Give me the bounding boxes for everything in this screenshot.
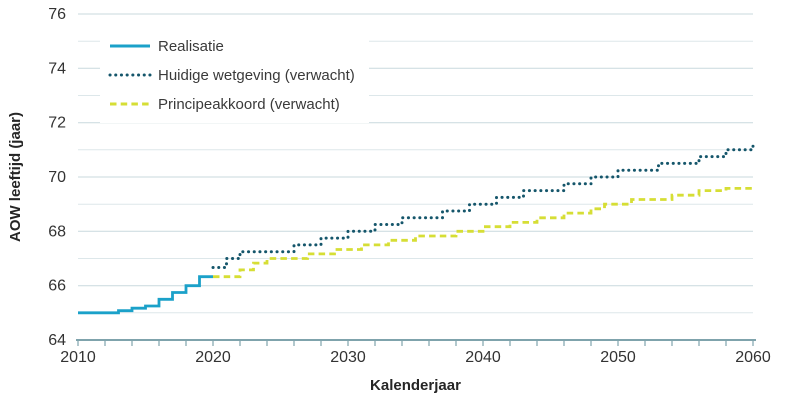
legend-swatch-huidige-wetgeving [108,73,152,77]
y-tick-label: 66 [48,278,66,295]
legend: Realisatie Huidige wetgeving (verwacht) … [100,30,369,123]
y-tick-label: 74 [48,60,66,77]
x-tick-label: 2010 [60,349,96,366]
x-tick-label: 2050 [600,349,636,366]
x-tick-label: 2020 [195,349,231,366]
y-tick-label: 76 [48,6,66,23]
y-tick-label: 72 [48,115,66,132]
principeakkoord-line [213,187,753,279]
legend-item-principeakkoord: Principeakkoord (verwacht) [108,94,355,114]
legend-swatch-principeakkoord [110,102,150,106]
legend-swatch-realisatie [110,44,150,48]
legend-item-realisatie: Realisatie [108,36,355,56]
x-tick-label: 2030 [330,349,366,366]
y-axis-title: AOW leeftijd (jaar) [7,112,24,243]
legend-item-huidige-wetgeving: Huidige wetgeving (verwacht) [108,65,355,85]
x-tick-label: 2040 [465,349,501,366]
legend-label-realisatie: Realisatie [158,37,224,55]
huidige-wetgeving-line [211,141,755,269]
x-axis-title: Kalenderjaar [370,377,461,394]
series [78,141,755,315]
y-axis: 64 66 68 70 72 74 76 [48,6,66,349]
legend-label-huidige-wetgeving: Huidige wetgeving (verwacht) [158,66,355,84]
y-tick-label: 64 [48,332,66,349]
realisatie-line [78,275,213,315]
x-axis: 2010 2020 2030 2040 2050 2060 [60,339,771,366]
y-tick-label: 68 [48,223,66,240]
y-tick-label: 70 [48,169,66,186]
x-tick-label: 2060 [735,349,771,366]
legend-label-principeakkoord: Principeakkoord (verwacht) [158,95,340,113]
